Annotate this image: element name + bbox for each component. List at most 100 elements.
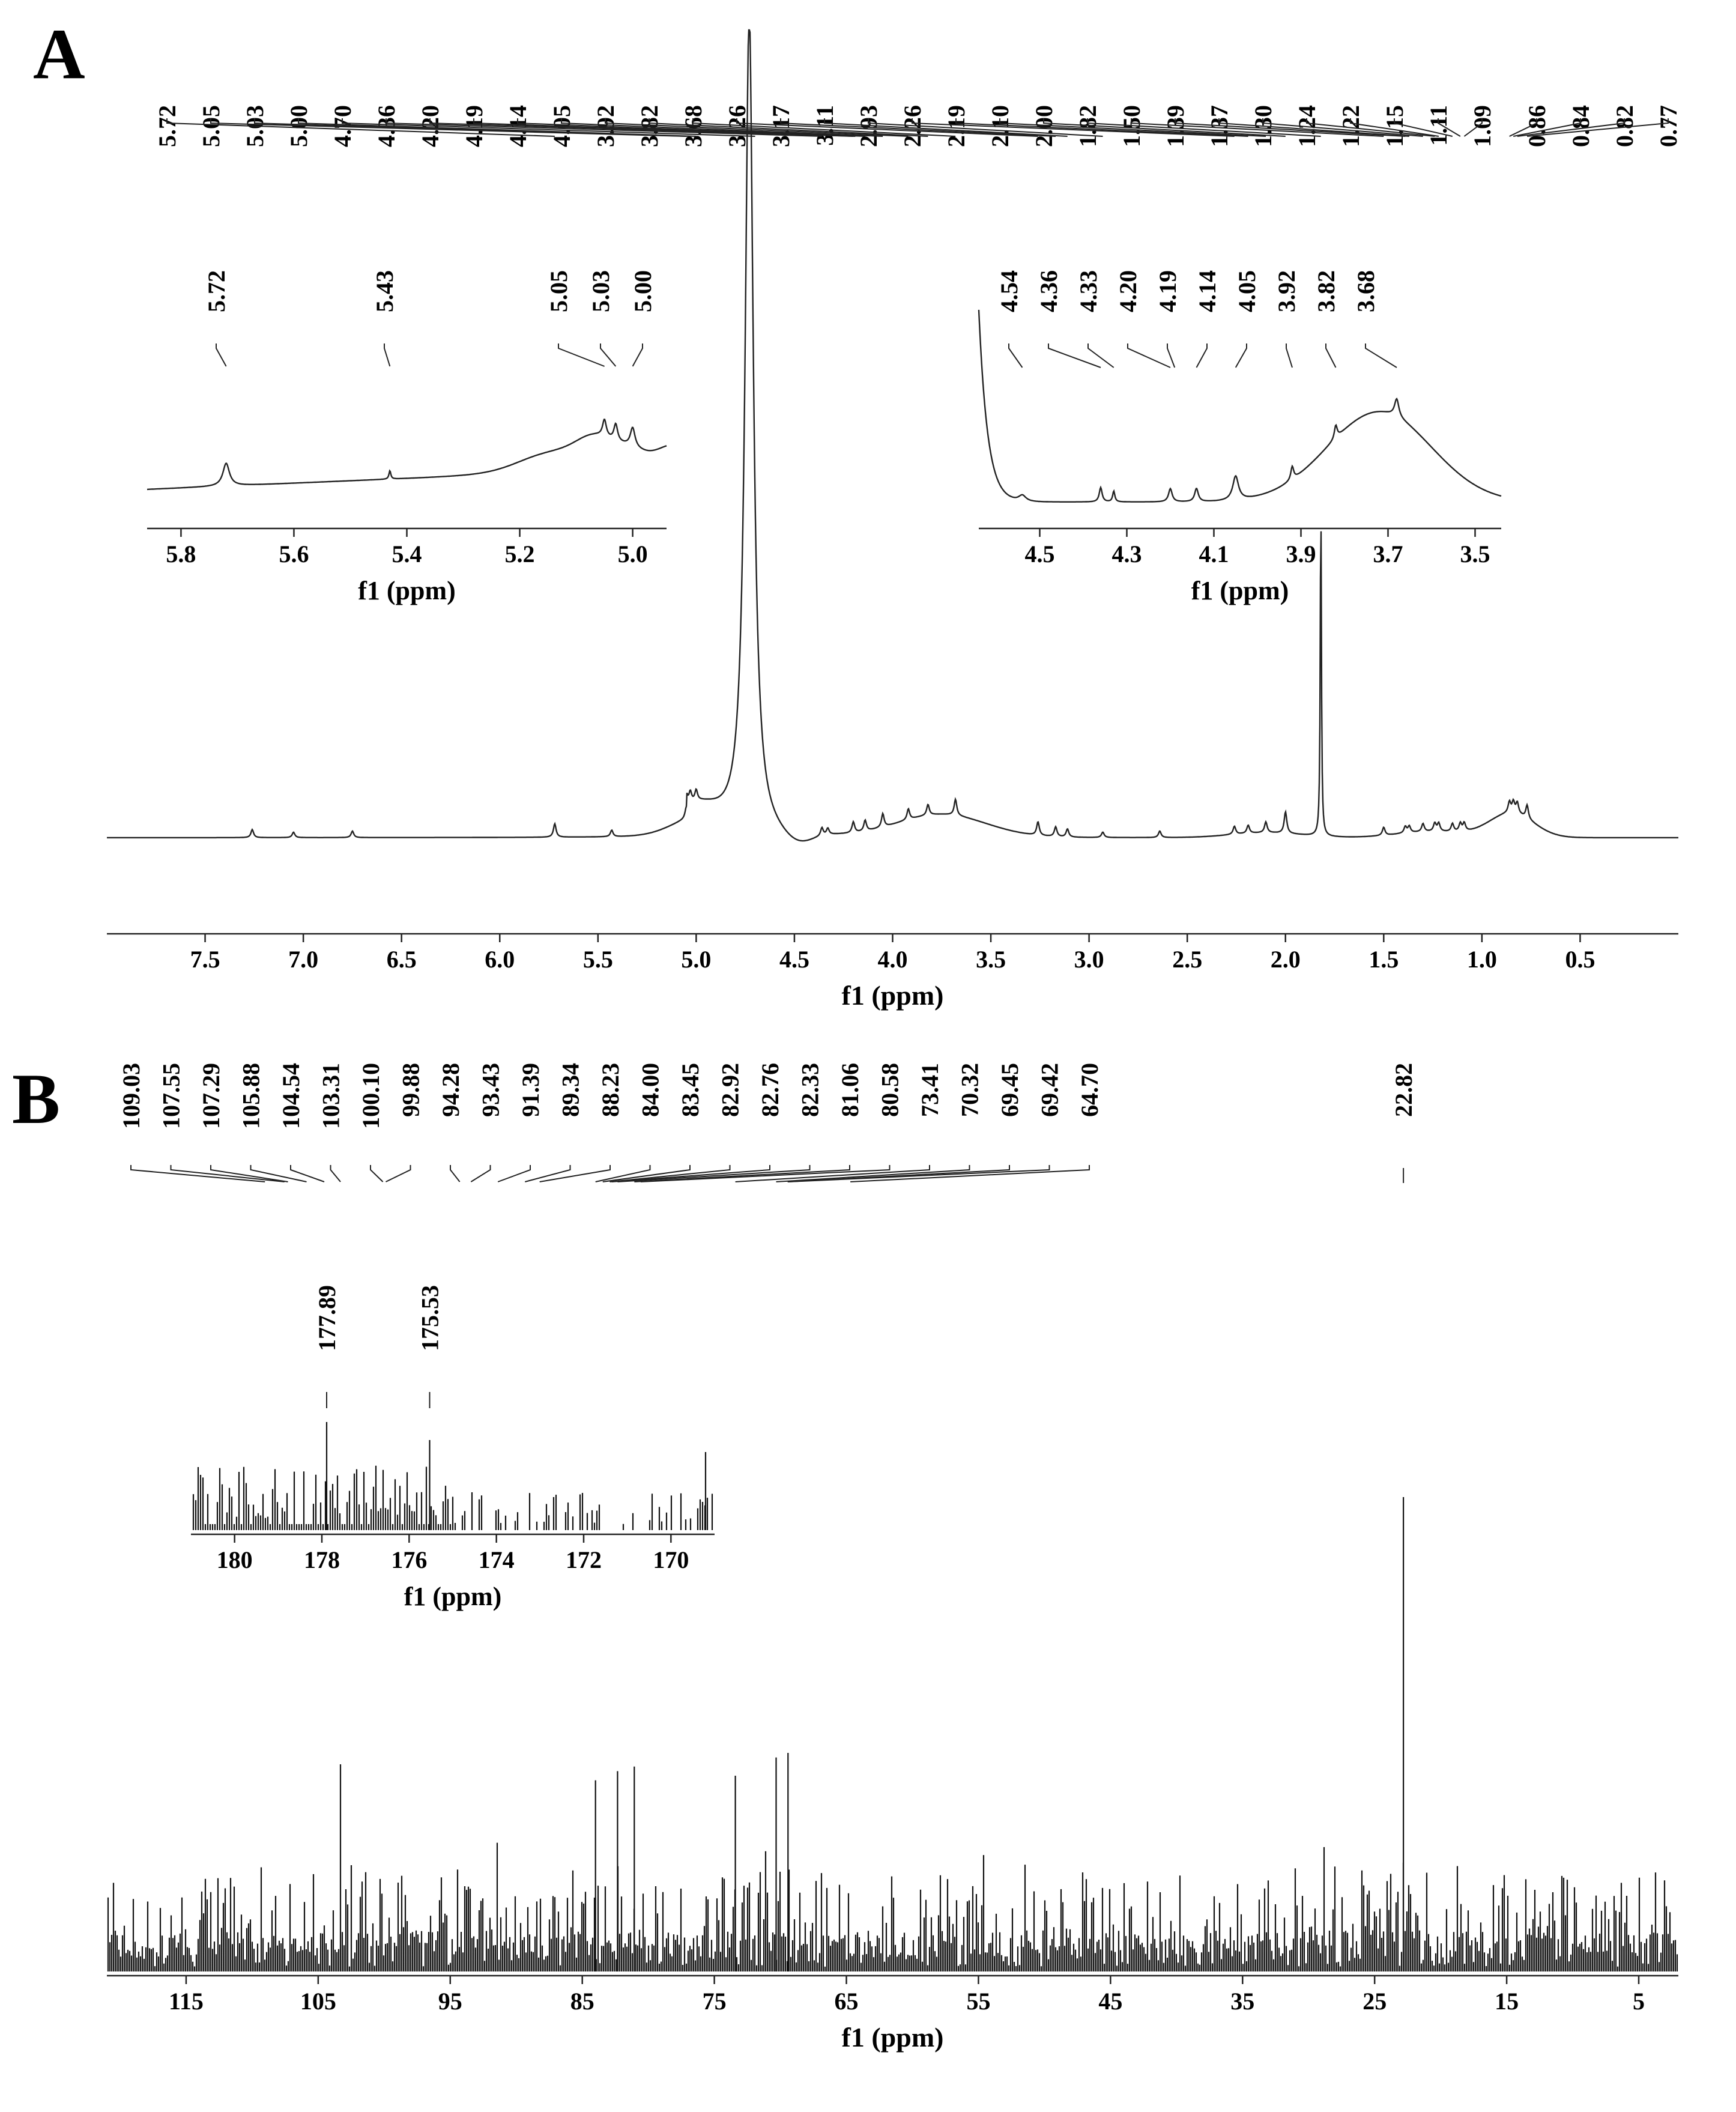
panel-b-peak-label: 82.92: [717, 1063, 744, 1117]
panel-a-peak-label: 0.77: [1655, 105, 1682, 147]
panel-b-tick-label: 25: [1362, 1988, 1387, 2015]
panel-b-peak-label: 89.34: [557, 1063, 584, 1117]
panel-a-label-leader: [1218, 118, 1409, 137]
panel-b-label-leader: [130, 1165, 265, 1182]
inset-a1-label-leader: [216, 343, 227, 367]
panel-b-peak-label: 82.33: [797, 1063, 824, 1117]
panel-b-label-leader: [539, 1165, 611, 1182]
panel-a-peak-label: 1.15: [1381, 105, 1408, 147]
inset-a2-peak-label: 4.33: [1075, 270, 1102, 312]
panel-a-tick-label: 1.0: [1467, 946, 1497, 973]
panel-b-label-leader: [602, 1165, 691, 1182]
inset-a2-spectrum-trace: [978, 309, 1502, 503]
panel-a-label-leader: [736, 118, 1038, 137]
panel-b-x-ticks: 115 105 95 85 75 65 55 45 35 25 15 5: [169, 1976, 1645, 2015]
panel-a-label-leader: [1306, 118, 1435, 137]
panel-a-tick-label: 3.0: [1074, 946, 1104, 973]
inset-a2-tick-label: 3.7: [1373, 540, 1403, 567]
panel-a-label-leader: [868, 118, 1103, 137]
panel-b-peak-labels: 109.03 107.55 107.29 105.88 104.54 103.31 100.…: [118, 1063, 1417, 1129]
panel-a-x-ticks: 7.5 7.0 6.5 6.0 5.5 5.0 4.5 4.0 3.5 3.0 2.5 2.0 1.5 1…: [190, 934, 1595, 973]
panel-a-label-leader: [1087, 118, 1321, 137]
panel-b-tick-label: 95: [438, 1988, 462, 2015]
inset-a2-label-leader: [1196, 343, 1208, 368]
panel-b-label-leader: [735, 1165, 930, 1182]
panel-b-peak-label: 82.76: [757, 1063, 784, 1117]
inset-a2-peak-label: 3.82: [1313, 270, 1340, 312]
panel-a-label-leader: [1394, 118, 1453, 137]
panel-a-spectrum-trace: [106, 29, 1678, 842]
inset-a2-tick-label: 3.9: [1286, 540, 1316, 567]
panel-b-tick-label: 45: [1098, 1988, 1122, 2015]
panel-a-label-leader: [1463, 118, 1483, 137]
inset-a1-spectrum-trace: [147, 419, 667, 491]
panel-b-label-leaders: [130, 1165, 1405, 1183]
inset-b-peak-label: 177.89: [313, 1285, 340, 1351]
inset-a2-label-leader: [1127, 343, 1171, 368]
panel-label-a: A: [33, 14, 85, 94]
panel-a-label-leader: [955, 118, 1248, 137]
panel-b-peak-label: 81.06: [836, 1063, 863, 1117]
inset-a1-tick-label: 5.2: [505, 540, 535, 567]
inset-a2-peak-label: 3.92: [1273, 270, 1300, 312]
panel-b-label-leader: [497, 1165, 531, 1182]
panel-b-label-leader: [617, 1165, 811, 1182]
panel-a-label-leader: [1517, 118, 1625, 137]
panel-b-label-leader: [330, 1165, 341, 1182]
panel-b-label-leader: [210, 1165, 288, 1182]
panel-b-label-leader: [386, 1165, 411, 1182]
panel-a-label-leader: [1262, 118, 1423, 137]
panel-b-label-leader: [370, 1165, 384, 1182]
panel-a-label-leader: [1175, 118, 1406, 137]
panel-b-tick-label: 35: [1230, 1988, 1254, 2015]
inset-a1-label-leader: [384, 343, 391, 367]
panel-b-peak-label: 93.43: [477, 1063, 504, 1117]
inset-b-tick-label: 176: [391, 1546, 427, 1573]
panel-b-label-leader: [609, 1165, 731, 1182]
panel-a-label-leader: [1509, 118, 1537, 137]
inset-a2-tick-label: 4.1: [1199, 540, 1229, 567]
panel-b-label-leader: [170, 1165, 285, 1182]
panel-b-peak-label: 83.45: [677, 1063, 704, 1117]
panel-b-peak-label: 69.42: [1036, 1063, 1063, 1117]
panel-a-label-leader: [692, 118, 956, 137]
panel-a-tick-label: 4.5: [779, 946, 809, 973]
panel-b-tick-label: 115: [169, 1988, 204, 2015]
inset-b-tick-label: 174: [479, 1546, 515, 1573]
inset-b-x-axis-title: f1 (ppm): [404, 1582, 502, 1611]
panel-b-spectrum-lines: [107, 1497, 1678, 1971]
panel-a-label-leader: [1043, 118, 1286, 137]
inset-b-tick-label: 172: [566, 1546, 602, 1573]
panel-b-label-leader: [788, 1165, 1050, 1182]
panel-a-label-leader: [386, 118, 822, 137]
inset-a1-x-ticks: 5.8 5.6 5.4 5.2 5.0: [166, 528, 648, 567]
inset-a1-x-axis-title: f1 (ppm): [358, 576, 456, 605]
panel-b-peak-label: 69.45: [996, 1063, 1023, 1117]
panel-a-tick-label: 4.0: [878, 946, 908, 973]
panel-b-tick-label: 85: [570, 1988, 594, 2015]
inset-a2-peak-label: 4.54: [996, 270, 1023, 312]
panel-a-label-leader: [561, 118, 883, 137]
panel-b-label-leader: [250, 1165, 307, 1182]
panel-b-peak-label: 104.54: [277, 1063, 304, 1129]
panel-b-label-leader: [640, 1165, 891, 1182]
panel-b-peak-label: 73.41: [916, 1063, 943, 1117]
inset-a2-label-leader: [1325, 343, 1337, 368]
inset-a2-label-leader: [1167, 343, 1176, 368]
panel-a-label-leaders: [166, 118, 1669, 137]
panel-a-tick-label: 6.0: [485, 946, 515, 973]
panel-b-peak-label: 107.29: [198, 1063, 225, 1129]
panel-b-label-leader: [524, 1165, 571, 1182]
inset-a2-peak-label: 4.05: [1233, 270, 1260, 312]
panel-a-peak-label: 1.22: [1337, 105, 1364, 147]
inset-a2-tick-label: 4.5: [1025, 540, 1055, 567]
inset-a2-label-leader: [1365, 343, 1397, 368]
inset-a1-peak-label: 5.00: [629, 270, 656, 312]
panel-a-label-leader: [517, 118, 865, 137]
inset-a2-label-leader: [1008, 343, 1023, 368]
panel-b-tick-label: 55: [966, 1988, 990, 2015]
panel-a-peak-label: 0.84: [1567, 105, 1594, 147]
panel-b-label-leader: [787, 1165, 1010, 1182]
panel-b-label-leader: [634, 1165, 850, 1182]
